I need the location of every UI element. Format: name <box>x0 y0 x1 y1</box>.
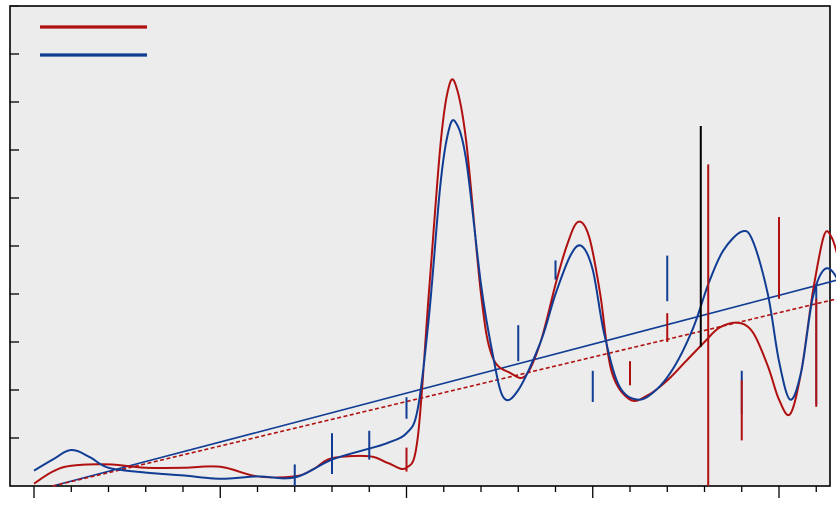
legend <box>40 25 147 57</box>
trendline-blue <box>52 279 836 487</box>
error-bars <box>293 126 818 486</box>
series-line-blue <box>33 119 836 480</box>
axes <box>10 5 817 498</box>
series-lines <box>33 78 836 485</box>
